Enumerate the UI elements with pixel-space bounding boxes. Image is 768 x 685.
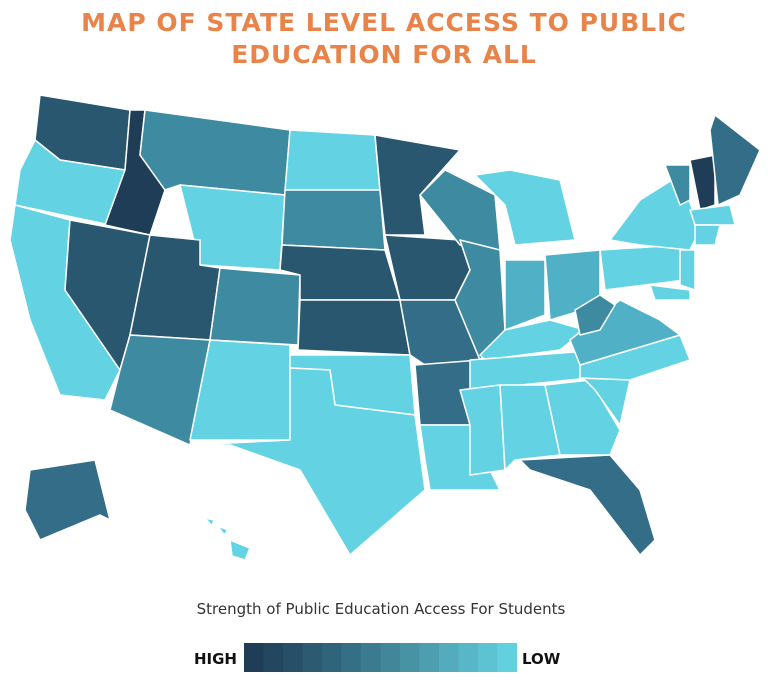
title: EDUCATION FOR ALL — [231, 40, 537, 69]
legend-swatch — [322, 643, 342, 672]
state — [229, 539, 251, 561]
state — [284, 129, 381, 191]
legend-swatch — [400, 643, 420, 672]
legend-swatch — [439, 643, 459, 672]
state — [689, 204, 736, 226]
state — [694, 224, 721, 246]
state — [24, 459, 151, 541]
state — [204, 517, 215, 527]
state — [459, 384, 506, 476]
state — [709, 114, 761, 206]
state — [109, 334, 211, 446]
state — [689, 154, 716, 211]
state — [139, 109, 291, 196]
state — [374, 134, 461, 236]
state — [209, 267, 301, 346]
state — [599, 244, 686, 291]
legend-swatch — [380, 643, 400, 672]
state — [297, 299, 411, 356]
state — [649, 284, 691, 301]
state — [499, 384, 561, 471]
legend-swatch — [283, 643, 303, 672]
legend-swatch — [302, 643, 322, 672]
state — [281, 189, 386, 251]
title: MAP OF STATE LEVEL ACCESS TO PUBLIC — [81, 8, 687, 37]
state — [474, 169, 576, 246]
state — [519, 454, 656, 556]
state — [574, 294, 616, 336]
state — [504, 259, 546, 331]
legend-swatch — [497, 643, 517, 672]
legend-swatch — [263, 643, 283, 672]
legend-swatch — [341, 643, 361, 672]
legend-high: HIGH — [194, 650, 237, 668]
legend-scale — [244, 643, 517, 672]
state — [664, 164, 691, 206]
legend-low: LOW — [522, 650, 561, 668]
state — [189, 367, 426, 556]
legend-swatch — [361, 643, 381, 672]
state — [419, 169, 501, 251]
state — [384, 234, 471, 301]
legend-swatch — [458, 643, 478, 672]
legend-caption: Strength of Public Education Access For … — [197, 600, 566, 618]
state — [679, 249, 696, 291]
states — [9, 94, 761, 561]
legend-swatch — [419, 643, 439, 672]
legend-swatch — [244, 643, 264, 672]
legend-swatch — [478, 643, 498, 672]
state — [217, 525, 229, 536]
